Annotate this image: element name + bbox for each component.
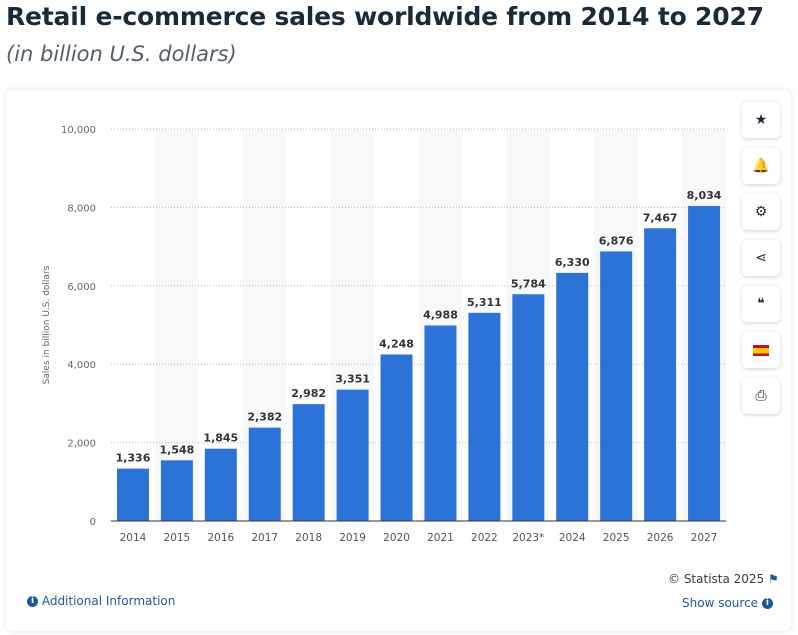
star-button[interactable]: ★ xyxy=(742,102,780,138)
data-label: 2,382 xyxy=(247,411,282,424)
bar xyxy=(160,460,193,521)
y-tick-label: 6,000 xyxy=(67,282,96,293)
info-icon: i xyxy=(761,598,773,609)
print-button[interactable]: ⎙ xyxy=(742,378,780,414)
data-label: 3,351 xyxy=(335,373,370,386)
gear-icon: ⚙ xyxy=(754,204,768,220)
y-axis-label: Sales in billion U.S. dollars xyxy=(42,265,52,384)
bar xyxy=(556,272,589,521)
bar xyxy=(424,325,457,521)
data-label: 5,784 xyxy=(511,277,546,290)
data-label: 2,982 xyxy=(291,387,326,400)
additional-information-link[interactable]: i Additional Information xyxy=(27,594,175,608)
data-label: 1,336 xyxy=(116,452,151,465)
y-tick-label: 10,000 xyxy=(61,125,96,136)
page-title: Retail e-commerce sales worldwide from 2… xyxy=(6,2,764,31)
share-button[interactable]: ⋖ xyxy=(742,240,780,276)
flag-spain-button[interactable] xyxy=(742,332,780,368)
gear-button[interactable]: ⚙ xyxy=(742,194,780,230)
flag-spain-icon xyxy=(753,344,769,356)
x-tick-label: 2016 xyxy=(207,532,234,544)
bar xyxy=(380,354,413,521)
data-label: 5,311 xyxy=(467,296,502,309)
show-source-label: Show source xyxy=(682,596,759,610)
x-tick-label: 2019 xyxy=(339,532,366,544)
data-label: 8,034 xyxy=(687,189,722,202)
flag-icon: ⚑ xyxy=(768,572,779,586)
print-icon: ⎙ xyxy=(755,388,767,404)
quote-icon: ❝ xyxy=(757,296,765,312)
share-icon: ⋖ xyxy=(755,250,767,266)
x-tick-label: 2018 xyxy=(295,532,322,544)
bar xyxy=(248,427,281,521)
data-label: 6,876 xyxy=(599,234,634,247)
y-tick-label: 4,000 xyxy=(67,360,96,371)
bar xyxy=(468,312,501,521)
x-tick-label: 2025 xyxy=(603,532,630,544)
data-label: 1,845 xyxy=(203,432,238,445)
bar xyxy=(688,206,721,521)
x-tick-label: 2022 xyxy=(471,532,498,544)
bar xyxy=(600,251,633,521)
bar xyxy=(644,228,677,522)
page-subtitle: (in billion U.S. dollars) xyxy=(6,42,237,66)
column-stripe xyxy=(154,129,199,521)
data-label: 7,467 xyxy=(643,211,678,224)
x-tick-label: 2027 xyxy=(691,532,718,544)
y-tick-label: 0 xyxy=(90,517,96,528)
bell-icon: 🔔 xyxy=(752,158,770,174)
star-icon: ★ xyxy=(754,112,768,128)
info-icon: i xyxy=(27,596,38,607)
y-tick-label: 2,000 xyxy=(67,439,96,450)
x-tick-label: 2026 xyxy=(647,532,674,544)
quote-button[interactable]: ❝ xyxy=(742,286,780,322)
x-tick-label: 2020 xyxy=(383,532,410,544)
bar xyxy=(204,448,237,521)
data-label: 4,988 xyxy=(423,308,458,321)
x-tick-label: 2024 xyxy=(559,532,586,544)
additional-information-label: Additional Information xyxy=(41,594,176,608)
show-source-link[interactable]: Show source i xyxy=(682,596,773,610)
data-label: 1,548 xyxy=(159,443,194,456)
x-tick-label: 2017 xyxy=(251,532,278,544)
x-tick-label: 2015 xyxy=(164,532,191,544)
bar xyxy=(292,404,325,521)
data-label: 4,248 xyxy=(379,337,414,350)
y-tick-label: 8,000 xyxy=(67,203,96,214)
copyright-text: © Statista 2025 xyxy=(668,572,765,586)
x-tick-label: 2021 xyxy=(427,532,454,544)
x-tick-label: 2014 xyxy=(120,532,147,544)
bar xyxy=(512,294,545,521)
data-label: 6,330 xyxy=(555,256,590,269)
bar xyxy=(116,468,149,521)
copyright: © Statista 2025 ⚑ xyxy=(668,572,779,586)
bar xyxy=(336,389,369,521)
x-tick-label: 2023* xyxy=(512,532,544,544)
bell-button[interactable]: 🔔 xyxy=(742,148,780,184)
